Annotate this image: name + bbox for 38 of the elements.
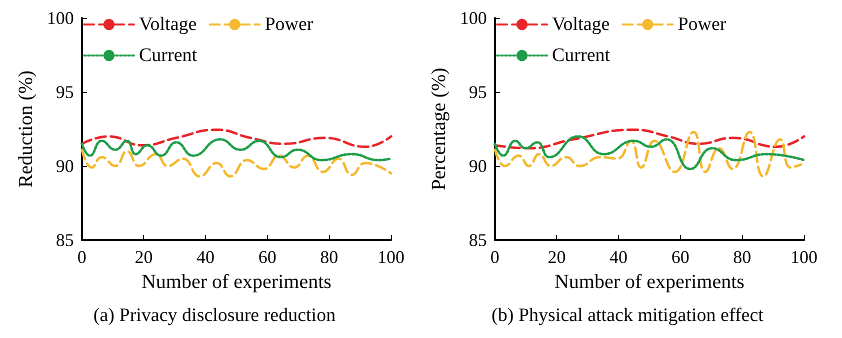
- x-tick-label: 60: [258, 247, 276, 267]
- line-series: [80, 138, 392, 162]
- x-tick-label: 20: [134, 247, 153, 267]
- line-series: [494, 130, 802, 178]
- y-axis-title: Percentage (%): [428, 68, 450, 190]
- x-tick-label: 60: [671, 247, 690, 267]
- y-tick-label: 100: [460, 8, 487, 28]
- legend-label: Current: [139, 45, 198, 66]
- text: (b) Physical attack mitigation effect: [492, 305, 764, 326]
- legend-label: Voltage: [552, 14, 610, 35]
- y-tick-label: 95: [56, 82, 74, 102]
- x-tick-label: 40: [196, 247, 215, 267]
- line-series: [494, 135, 806, 170]
- x-tick-label: 0: [77, 247, 86, 267]
- legend-label: Voltage: [139, 14, 197, 35]
- x-axis-title: Number of experiments: [141, 271, 332, 293]
- x-tick-label: 40: [610, 247, 628, 267]
- x-axis-title: Number of experiments: [554, 271, 745, 293]
- y-tick-label: 100: [46, 8, 74, 28]
- y-tick-label: 90: [468, 156, 487, 176]
- y-tick-label: 85: [468, 230, 487, 250]
- legend-label: Current: [552, 45, 611, 66]
- line-series: [80, 148, 392, 178]
- y-tick-label: 95: [468, 82, 487, 102]
- x-tick-label: 0: [490, 247, 500, 267]
- x-tick-label: 20: [548, 247, 566, 267]
- line-series: [494, 128, 806, 150]
- y-axis-title: Reduction (%): [15, 70, 37, 188]
- text: (a) Privacy disclosure reduction: [93, 305, 336, 326]
- x-tick-label: 100: [790, 247, 818, 267]
- x-tick-label: 80: [733, 247, 752, 267]
- x-tick-label: 80: [320, 247, 338, 267]
- legend-label: Power: [678, 14, 727, 35]
- line-series: [80, 128, 392, 148]
- y-tick-label: 85: [56, 230, 74, 250]
- y-tick-label: 90: [56, 156, 74, 176]
- x-tick-label: 100: [378, 247, 404, 267]
- legend-label: Power: [264, 14, 314, 35]
